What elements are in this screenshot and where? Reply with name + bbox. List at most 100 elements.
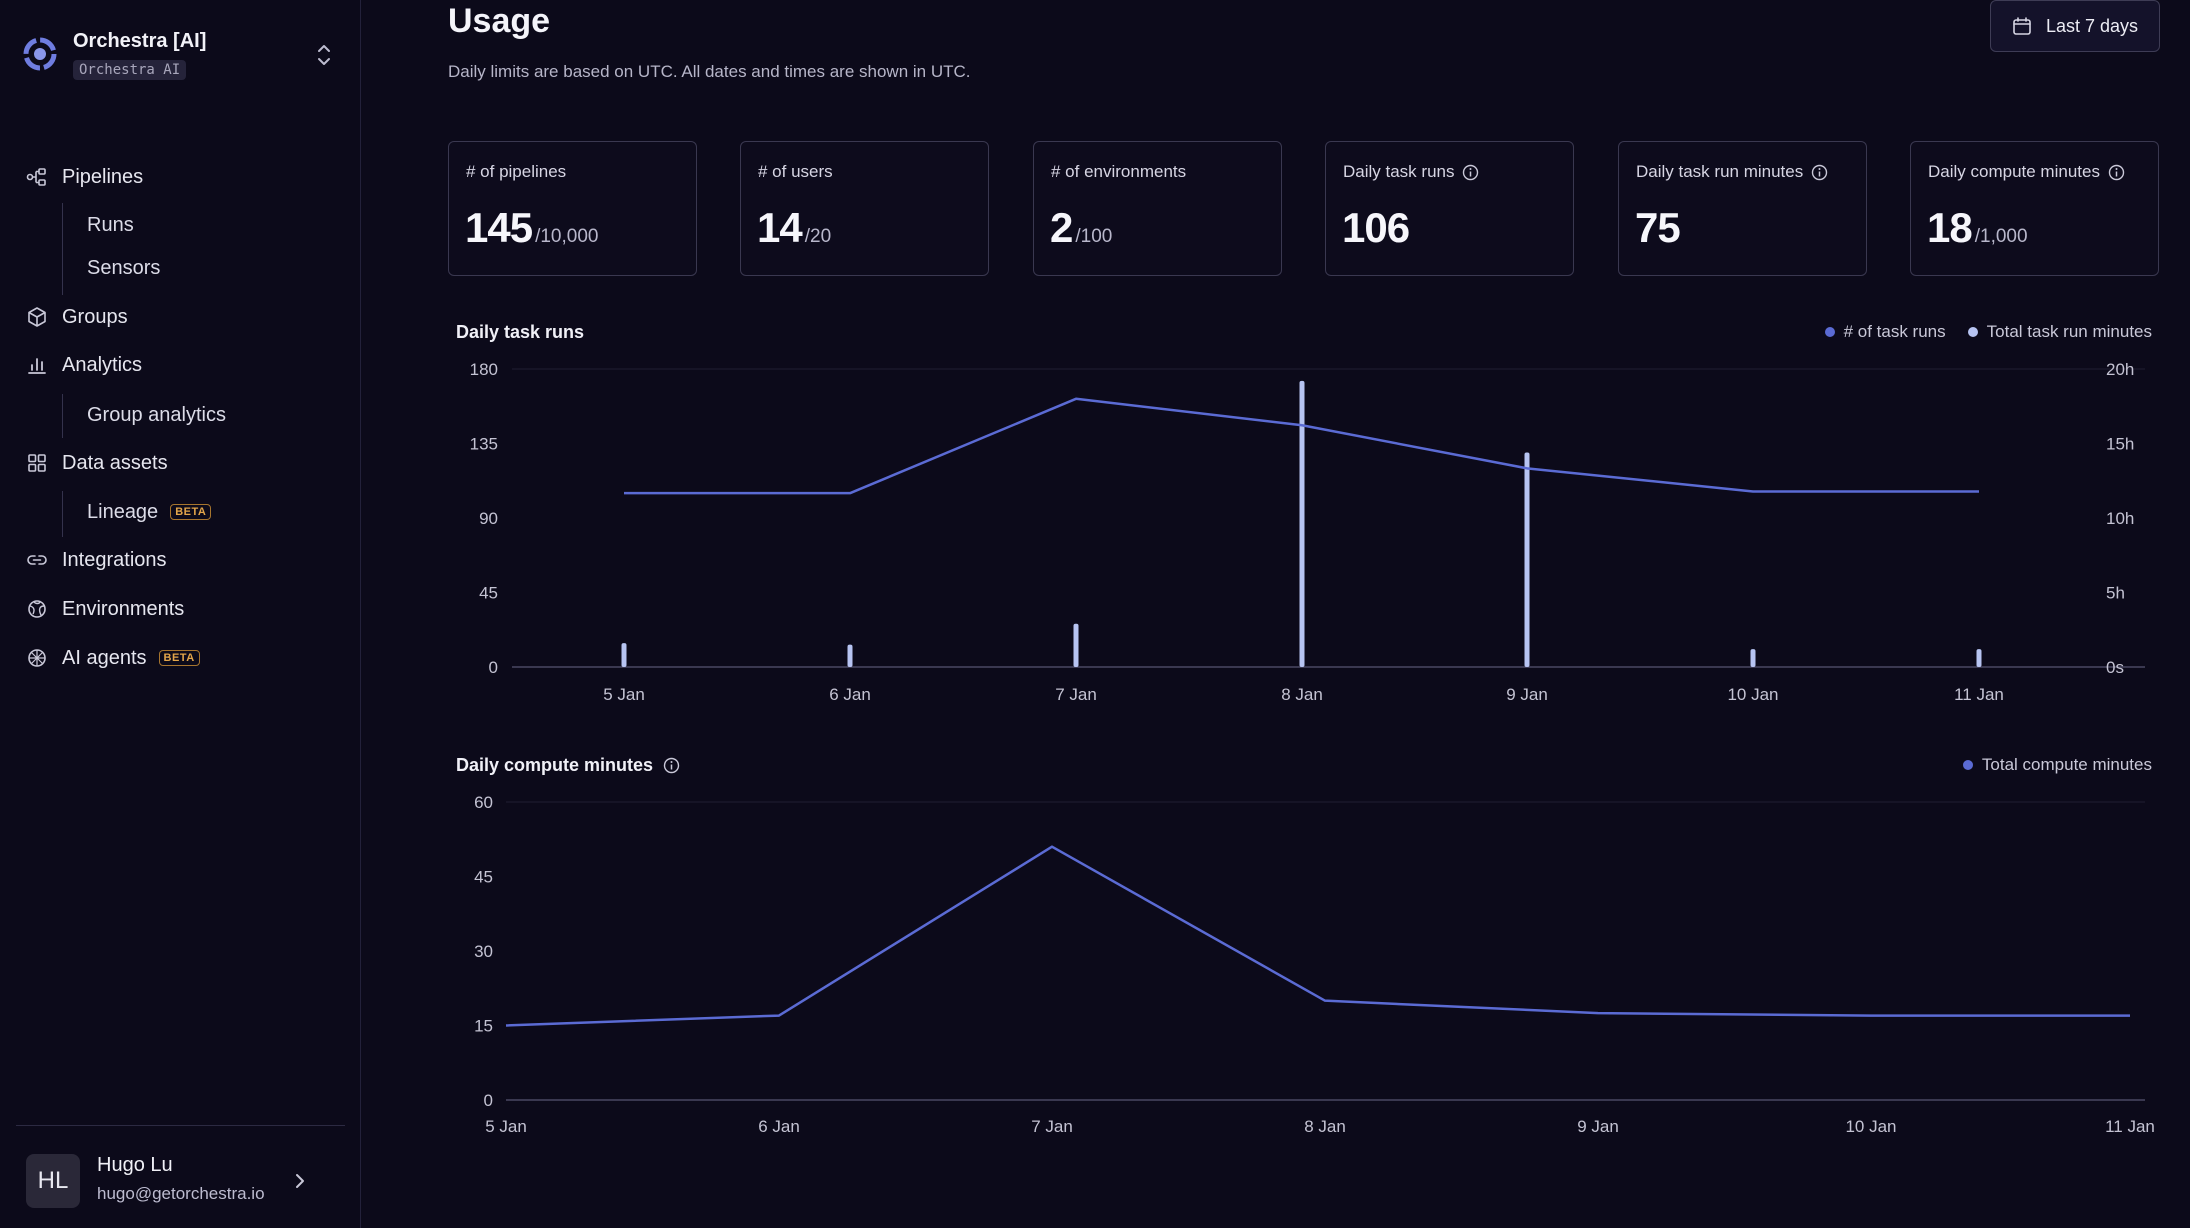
sidebar-item-label: AI agents bbox=[62, 646, 147, 669]
sidebar-item-sensors[interactable]: Sensors bbox=[87, 256, 161, 279]
org-name: Orchestra [AI] bbox=[73, 30, 207, 52]
sidebar-item-lineage[interactable]: Lineage BETA bbox=[87, 496, 212, 528]
metric-card-daily-task-run-minutes: Daily task run minutes 75 bbox=[1618, 141, 1867, 276]
x-tick-label: 7 Jan bbox=[1055, 685, 1097, 704]
legend-dot bbox=[1967, 327, 1978, 337]
sidebar-item-pipelines[interactable]: Pipelines bbox=[26, 160, 143, 194]
x-tick-label: 9 Jan bbox=[1506, 685, 1548, 704]
beta-badge: BETA bbox=[170, 504, 212, 520]
bar-task-run-minutes bbox=[621, 643, 627, 667]
metric-label: Daily task runs bbox=[1343, 162, 1455, 181]
metric-card-pipelines: # of pipelines 145/10,000 bbox=[448, 141, 697, 276]
beta-badge: BETA bbox=[158, 650, 200, 666]
grid-icon bbox=[28, 454, 46, 472]
metric-value: 145 bbox=[465, 204, 533, 251]
calendar-icon bbox=[2013, 17, 2031, 35]
user-name: Hugo Lu bbox=[97, 1154, 173, 1176]
legend-dot bbox=[1962, 760, 1973, 770]
chart-title-text: Daily task runs bbox=[456, 322, 585, 342]
y-tick-label: 0 bbox=[489, 658, 498, 677]
y-tick-label: 180 bbox=[470, 360, 498, 379]
y2-tick-label: 0s bbox=[2106, 658, 2124, 677]
chart-title-compute-minutes: Daily compute minutes bbox=[456, 755, 680, 776]
metric-limit: /10,000 bbox=[535, 226, 599, 247]
metric-limit: /1,000 bbox=[1974, 226, 2028, 247]
bar-chart-icon bbox=[28, 358, 46, 374]
sidebar-item-environments[interactable]: Environments bbox=[26, 592, 184, 626]
sidebar-item-label: Data assets bbox=[62, 451, 168, 474]
metric-label: # of environments bbox=[1051, 162, 1187, 181]
bar-task-run-minutes bbox=[1750, 649, 1756, 667]
x-tick-label: 11 Jan bbox=[1954, 685, 2004, 704]
metric-card-users: # of users 14/20 bbox=[740, 141, 989, 276]
sidebar-item-runs[interactable]: Runs bbox=[87, 213, 134, 236]
sidebar-item-group-analytics[interactable]: Group analytics bbox=[87, 403, 226, 426]
metric-limit: /100 bbox=[1075, 226, 1113, 247]
info-icon[interactable] bbox=[2108, 164, 2125, 181]
sidebar: Orchestra [AI] Orchestra AI Pipelines Ru… bbox=[0, 0, 361, 1228]
bar-task-run-minutes bbox=[1299, 380, 1305, 667]
sidebar-item-label: Lineage bbox=[87, 500, 159, 523]
pipelines-icon bbox=[26, 168, 46, 186]
chart-legend-task-runs: # of task runs Total task run minutes bbox=[1824, 322, 2152, 342]
y-tick-label: 135 bbox=[470, 435, 498, 454]
info-icon[interactable] bbox=[1811, 164, 1828, 181]
org-tag: Orchestra AI bbox=[73, 60, 187, 80]
sidebar-item-ai-agents[interactable]: AI agents BETA bbox=[26, 641, 200, 675]
ai-agent-icon bbox=[28, 649, 46, 667]
sidebar-item-label: Groups bbox=[62, 305, 128, 328]
date-range-button[interactable]: Last 7 days bbox=[1990, 0, 2160, 52]
legend-item: # of task runs bbox=[1824, 322, 1946, 342]
chevron-up-down-icon[interactable] bbox=[314, 42, 334, 68]
x-tick-label: 6 Jan bbox=[829, 685, 871, 704]
sidebar-item-data-assets[interactable]: Data assets bbox=[26, 446, 168, 480]
sidebar-divider bbox=[16, 1125, 345, 1126]
metric-card-daily-compute-minutes: Daily compute minutes 18/1,000 bbox=[1910, 141, 2159, 276]
sub-rail bbox=[62, 491, 63, 537]
line-task-runs bbox=[624, 397, 1979, 495]
chart-legend-compute-minutes: Total compute minutes bbox=[1962, 755, 2152, 775]
y2-tick-label: 15h bbox=[2106, 435, 2134, 454]
metric-value: 2 bbox=[1050, 204, 1073, 251]
legend-label: Total compute minutes bbox=[1981, 755, 2152, 774]
link-icon bbox=[27, 555, 47, 565]
metric-label: Daily task run minutes bbox=[1636, 162, 1804, 181]
metric-value: 75 bbox=[1635, 204, 1681, 251]
y2-tick-label: 10h bbox=[2106, 509, 2134, 528]
sidebar-item-groups[interactable]: Groups bbox=[26, 300, 128, 334]
bar-task-run-minutes bbox=[1524, 452, 1530, 667]
bar-task-run-minutes bbox=[1073, 623, 1079, 667]
x-tick-label: 8 Jan bbox=[1281, 685, 1323, 704]
metric-value: 18 bbox=[1927, 204, 1973, 251]
y2-tick-label: 5h bbox=[2106, 584, 2125, 603]
sidebar-item-integrations[interactable]: Integrations bbox=[26, 543, 167, 577]
globe-icon bbox=[28, 600, 46, 618]
sidebar-item-analytics[interactable]: Analytics bbox=[26, 348, 142, 382]
cube-icon bbox=[28, 307, 46, 327]
date-range-label: Last 7 days bbox=[2045, 15, 2139, 36]
chevron-right-icon bbox=[296, 1174, 304, 1188]
y2-tick-label: 20h bbox=[2106, 360, 2134, 379]
metric-value: 14 bbox=[757, 204, 803, 251]
sidebar-item-label: Integrations bbox=[62, 548, 167, 571]
page-title: Usage bbox=[448, 2, 551, 40]
chart-title-text: Daily compute minutes bbox=[456, 755, 654, 775]
metric-card-environments: # of environments 2/100 bbox=[1033, 141, 1282, 276]
chart-title-task-runs: Daily task runs bbox=[456, 322, 584, 343]
user-menu[interactable]: HL Hugo Lu hugo@getorchestra.io bbox=[26, 1150, 326, 1210]
org-switcher[interactable]: Orchestra [AI] Orchestra AI bbox=[22, 28, 342, 86]
bar-task-run-minutes bbox=[847, 644, 853, 667]
sidebar-item-label: Pipelines bbox=[62, 165, 144, 188]
bar-task-run-minutes bbox=[1976, 649, 1982, 667]
sub-rail bbox=[62, 394, 63, 438]
metric-label: Daily compute minutes bbox=[1928, 162, 2100, 181]
info-icon[interactable] bbox=[663, 757, 680, 774]
x-tick-label: 10 Jan bbox=[1727, 685, 1778, 704]
metric-card-daily-task-runs: Daily task runs 106 bbox=[1325, 141, 1574, 276]
avatar: HL bbox=[26, 1154, 80, 1208]
legend-dot bbox=[1824, 327, 1835, 337]
info-icon[interactable] bbox=[1462, 164, 1479, 181]
legend-label: Total task run minutes bbox=[1986, 322, 2152, 341]
y-tick-label: 45 bbox=[479, 584, 498, 603]
page-subtitle: Daily limits are based on UTC. All dates… bbox=[448, 62, 971, 81]
